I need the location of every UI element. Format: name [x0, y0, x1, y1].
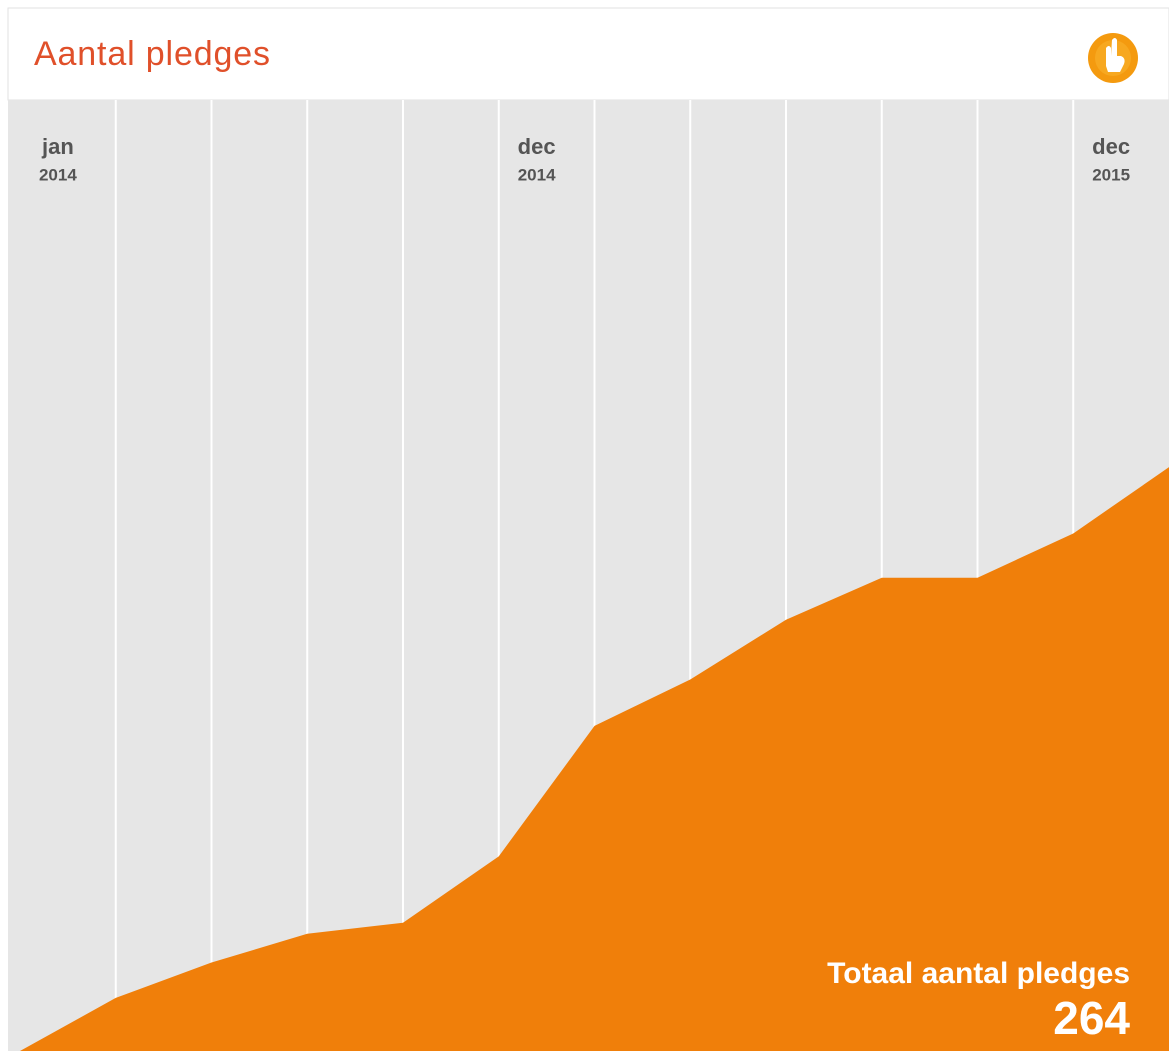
- total-label: Totaal aantal pledges: [827, 957, 1130, 990]
- hand-icon: [1088, 33, 1138, 83]
- column-year: 2015: [1092, 165, 1130, 184]
- column-month: jan: [41, 134, 74, 159]
- column-year: 2014: [518, 165, 556, 184]
- area: [20, 467, 1169, 1051]
- total-value: 264: [1053, 992, 1130, 1044]
- column-year: 2014: [39, 165, 77, 184]
- column-month: dec: [1092, 134, 1130, 159]
- column-month: dec: [518, 134, 556, 159]
- card-title: Aantal pledges: [34, 35, 270, 73]
- header: [7, 7, 1169, 101]
